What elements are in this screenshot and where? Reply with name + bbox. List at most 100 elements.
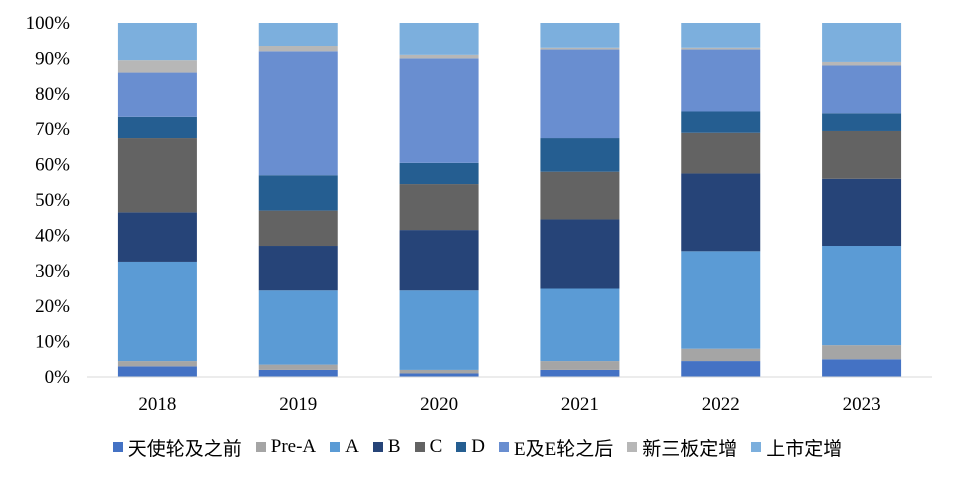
bar-segment	[822, 178, 902, 247]
legend-item: 天使轮及之前	[112, 434, 242, 461]
bar-segment	[258, 290, 338, 365]
bar-segment	[822, 246, 902, 346]
legend-label: B	[387, 436, 401, 457]
legend-swatch	[456, 442, 467, 452]
bar-segment	[540, 138, 620, 172]
legend-item: 新三板定增	[627, 434, 737, 461]
bar-segment	[258, 51, 338, 176]
x-tick-label: 2018	[138, 394, 176, 415]
bar-segment	[822, 23, 902, 62]
bar-segment	[822, 345, 902, 360]
bar-segment	[681, 348, 761, 362]
legend-label: 新三板定增	[642, 438, 738, 460]
bar-segment	[681, 111, 761, 133]
bar-segment	[540, 288, 620, 362]
bar-segment	[822, 61, 902, 66]
bar-segment	[258, 369, 338, 377]
bar-segment	[681, 47, 761, 50]
bar-segment	[117, 361, 197, 367]
y-tick-label: 0%	[45, 367, 71, 388]
y-tick-label: 100%	[26, 13, 71, 34]
bar-segment	[399, 23, 479, 55]
bar-segment	[822, 113, 902, 131]
bar-segment	[822, 359, 902, 377]
bar-segment	[399, 373, 479, 377]
bar-segment	[258, 23, 338, 47]
x-axis-tick-labels: 2018 2019 2020 2021 2022 2023	[138, 394, 880, 415]
bar-segment	[117, 23, 197, 61]
bar-segment	[540, 47, 620, 50]
legend-swatch	[627, 442, 638, 452]
legend-swatch	[414, 442, 425, 452]
bar-segment	[258, 246, 338, 291]
x-tick-label: 2022	[702, 394, 740, 415]
legend-label: D	[471, 436, 485, 457]
bar-segment	[117, 116, 197, 139]
bar-segment	[258, 46, 338, 52]
y-axis-tick-labels: 0% 10% 20% 30% 40% 50% 60% 70% 80% 90% 100%	[26, 13, 71, 388]
legend-item: E及E轮之后	[499, 434, 613, 461]
bar-segment	[258, 175, 338, 211]
legend-swatch	[372, 442, 383, 452]
legend-swatch	[330, 442, 341, 452]
bar-segment	[399, 162, 479, 185]
bar-segment	[117, 212, 197, 262]
y-tick-label: 60%	[35, 155, 70, 176]
bar-segment	[540, 219, 620, 289]
legend-label: E及E轮之后	[514, 438, 614, 460]
y-tick-label: 30%	[35, 261, 70, 282]
bar-segment	[681, 251, 761, 349]
x-tick-label: 2023	[843, 394, 881, 415]
bar-segment	[681, 173, 761, 252]
bar-segment	[822, 65, 902, 114]
bar-segment	[117, 261, 197, 362]
legend-item: D	[456, 436, 485, 458]
legend-swatch	[112, 442, 123, 452]
bar-segment	[681, 49, 761, 112]
bar-segment	[540, 369, 620, 377]
bar-segment	[540, 171, 620, 220]
bar-segment	[399, 369, 479, 374]
x-tick-label: 2021	[561, 394, 599, 415]
bar-segment	[399, 290, 479, 370]
legend-label: C	[429, 436, 443, 457]
legend: 天使轮及之前 Pre-A A B C D E及E轮之后 新三板定增 上市定增	[0, 432, 955, 462]
bar-segment	[540, 49, 620, 139]
bar-segment	[117, 366, 197, 377]
bar-segment	[822, 130, 902, 179]
legend-swatch	[751, 442, 762, 452]
legend-item: B	[372, 436, 401, 458]
y-tick-label: 80%	[35, 84, 70, 105]
bar-segment	[681, 23, 761, 48]
bar-segment	[399, 58, 479, 163]
bar-stacks	[117, 23, 902, 377]
legend-swatch	[255, 442, 266, 452]
legend-item: A	[330, 436, 359, 458]
bar-segment	[681, 132, 761, 174]
x-tick-label: 2019	[279, 394, 317, 415]
bar-segment	[117, 138, 197, 213]
bar-segment	[540, 361, 620, 370]
stacked-bar-chart: 0%10%20%30%40%50%60%70%80%90%100% 2018 20…	[26, 13, 932, 415]
bar-segment	[117, 72, 197, 117]
legend-item: Pre-A	[255, 436, 317, 458]
y-tick-label: 70%	[35, 119, 70, 140]
y-tick-label: 90%	[35, 48, 70, 69]
y-tick-label: 40%	[35, 225, 70, 246]
bar-segment	[681, 361, 761, 377]
bar-segment	[399, 54, 479, 59]
legend-label: A	[345, 436, 359, 457]
bar-segment	[399, 230, 479, 291]
bar-segment	[117, 60, 197, 73]
bar-segment	[258, 210, 338, 247]
y-tick-label: 20%	[35, 296, 70, 317]
legend-swatch	[499, 442, 509, 452]
legend-label: 天使轮及之前	[127, 438, 242, 460]
bar-segment	[540, 23, 620, 48]
legend-label: 上市定增	[766, 438, 843, 460]
legend-label: Pre-A	[270, 436, 317, 457]
legend-item: 上市定增	[751, 434, 842, 461]
bar-segment	[258, 364, 338, 370]
bar-segment	[399, 184, 479, 231]
legend-item: C	[414, 436, 443, 458]
